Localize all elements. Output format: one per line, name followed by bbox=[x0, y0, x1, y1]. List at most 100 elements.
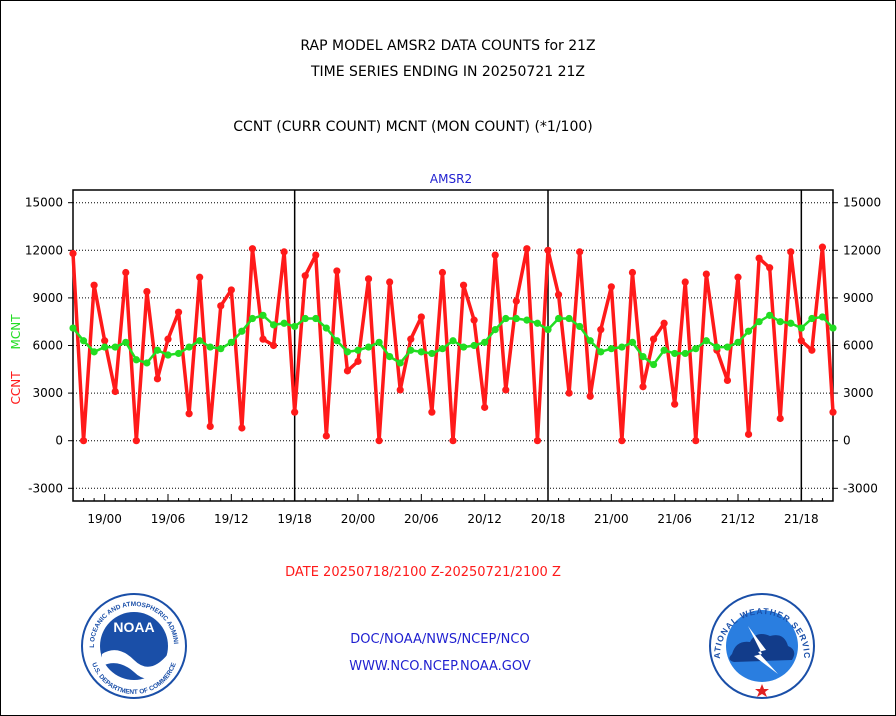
ccnt-point bbox=[375, 437, 383, 445]
mcnt-point bbox=[776, 318, 784, 326]
ccnt-point bbox=[649, 335, 658, 343]
ccnt-point bbox=[702, 270, 710, 278]
ccnt-point bbox=[396, 386, 404, 394]
mcnt-point bbox=[343, 348, 352, 356]
ccnt-point bbox=[787, 248, 795, 256]
mcnt-point bbox=[90, 348, 98, 356]
y-tick-label-right: 6000 bbox=[843, 339, 874, 353]
x-tick-label: 19/12 bbox=[214, 512, 249, 526]
y-tick-label-right: 12000 bbox=[843, 243, 881, 257]
mcnt-point bbox=[681, 349, 689, 358]
website-url[interactable]: WWW.NCO.NCEP.NOAA.GOV bbox=[349, 659, 531, 674]
ccnt-point bbox=[143, 287, 151, 296]
ccnt-point bbox=[533, 437, 542, 445]
mcnt-point bbox=[206, 343, 214, 351]
mcnt-point bbox=[417, 348, 425, 356]
mcnt-point bbox=[787, 319, 795, 327]
mcnt-point bbox=[649, 360, 658, 369]
chart-title-line-1: RAP MODEL AMSR2 DATA COUNTS for 21Z bbox=[300, 38, 596, 54]
mcnt-point bbox=[744, 327, 753, 335]
y-tick-label-left: 0 bbox=[55, 434, 63, 448]
mcnt-point bbox=[185, 343, 193, 351]
org-credit: DOC/NOAA/NWS/NCEP/NCO bbox=[350, 632, 530, 647]
x-tick-label: 21/06 bbox=[657, 512, 692, 526]
mcnt-point bbox=[407, 346, 415, 354]
ccnt-point bbox=[227, 286, 235, 294]
ccnt-point bbox=[628, 268, 637, 277]
ccnt-point bbox=[354, 357, 362, 365]
ccnt-point bbox=[565, 389, 573, 397]
ccnt-point bbox=[459, 281, 468, 289]
plot-title: AMSR2 bbox=[430, 172, 472, 186]
mcnt-point bbox=[111, 343, 119, 351]
mcnt-point bbox=[428, 349, 436, 358]
mcnt-point bbox=[174, 349, 183, 358]
ccnt-point bbox=[544, 246, 552, 254]
mcnt-point bbox=[333, 337, 341, 345]
ccnt-point bbox=[755, 254, 763, 262]
ccnt-point bbox=[407, 335, 415, 343]
mcnt-point bbox=[132, 356, 140, 364]
ccnt-point bbox=[206, 422, 214, 431]
mcnt-point bbox=[386, 353, 394, 361]
ccnt-point bbox=[766, 264, 774, 272]
mcnt-point bbox=[470, 341, 478, 350]
mcnt-point bbox=[227, 338, 235, 346]
ccnt-point bbox=[269, 341, 278, 350]
ccnt-point bbox=[818, 243, 827, 251]
mcnt-point bbox=[808, 314, 816, 323]
mcnt-point bbox=[248, 314, 257, 323]
x-tick-label: 20/06 bbox=[404, 512, 439, 526]
x-tick-label: 19/06 bbox=[151, 512, 186, 526]
ccnt-point bbox=[723, 376, 732, 385]
ccnt-point bbox=[660, 319, 668, 327]
mcnt-point bbox=[322, 324, 330, 332]
ccnt-point bbox=[607, 283, 615, 291]
x-tick-label: 20/12 bbox=[467, 512, 502, 526]
ccnt-point bbox=[343, 367, 352, 375]
mcnt-point bbox=[375, 338, 383, 346]
mcnt-point bbox=[481, 338, 489, 346]
ccnt-point bbox=[586, 392, 594, 400]
x-tick-label: 21/12 bbox=[721, 512, 756, 526]
ccnt-point bbox=[79, 437, 88, 445]
ccnt-point bbox=[153, 375, 162, 383]
y-tick-label-right: 9000 bbox=[843, 291, 874, 305]
y-tick-label-left: 9000 bbox=[32, 291, 63, 305]
chart-legend-line: CCNT (CURR COUNT) MCNT (MON COUNT) (*1/1… bbox=[233, 119, 593, 135]
mcnt-point bbox=[291, 322, 299, 331]
ccnt-point bbox=[428, 408, 436, 416]
ccnt-point bbox=[692, 437, 700, 445]
mcnt-point bbox=[818, 313, 827, 321]
mcnt-point bbox=[459, 343, 468, 351]
mcnt-point bbox=[217, 345, 225, 353]
ccnt-point bbox=[417, 313, 425, 321]
mcnt-point bbox=[713, 343, 721, 351]
noaa-logo-text: NOAA bbox=[113, 619, 154, 635]
ccnt-point bbox=[639, 383, 647, 391]
mcnt-point bbox=[576, 322, 584, 331]
ccnt-point bbox=[597, 326, 605, 334]
ccnt-point bbox=[238, 424, 246, 432]
mcnt-point bbox=[196, 337, 204, 345]
mcnt-point bbox=[364, 343, 373, 351]
mcnt-point bbox=[766, 311, 774, 319]
ccnt-point bbox=[174, 308, 183, 316]
ccnt-point bbox=[248, 245, 257, 253]
ccnt-point bbox=[829, 408, 837, 416]
mcnt-point bbox=[280, 319, 288, 327]
mcnt-point bbox=[533, 319, 542, 327]
ccnt-point bbox=[259, 335, 267, 343]
date-range: DATE 20250718/2100 Z-20250721/2100 Z bbox=[285, 565, 561, 580]
ccnt-point bbox=[618, 437, 626, 445]
mcnt-point bbox=[312, 314, 320, 323]
ccnt-point bbox=[185, 410, 193, 418]
mcnt-point bbox=[438, 345, 447, 353]
x-tick-label: 21/18 bbox=[784, 512, 819, 526]
ccnt-point bbox=[301, 272, 309, 280]
y-tick-label-right: 0 bbox=[843, 434, 851, 448]
mcnt-point bbox=[301, 314, 309, 323]
ccnt-point bbox=[523, 245, 531, 253]
mcnt-point bbox=[565, 314, 573, 323]
